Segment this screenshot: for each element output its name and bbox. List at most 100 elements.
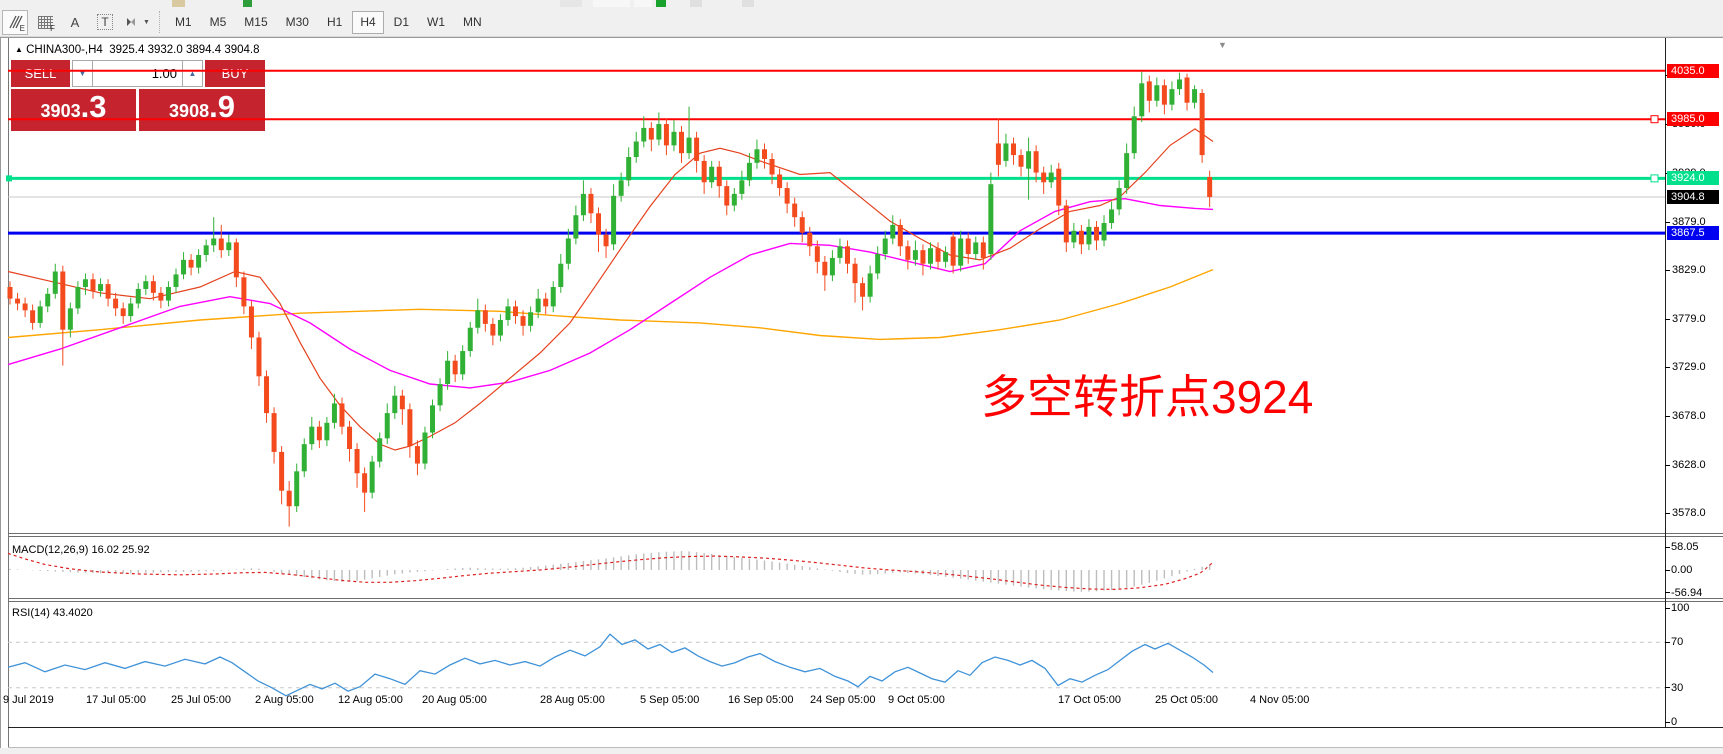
candle-body bbox=[844, 246, 850, 264]
candle-body bbox=[392, 395, 398, 414]
toolbar-fragment bbox=[690, 0, 702, 7]
grid-glyph bbox=[37, 15, 53, 29]
rsi-tick-dash bbox=[1665, 687, 1670, 689]
buy-button[interactable]: BUY bbox=[205, 60, 265, 87]
candle-body bbox=[1101, 222, 1107, 241]
candle-body bbox=[565, 238, 571, 264]
volume-decrease-button[interactable]: ▼ bbox=[72, 60, 93, 87]
timeframe-button-h1[interactable]: H1 bbox=[326, 15, 343, 29]
candle-body bbox=[150, 281, 156, 293]
price-tick-dash bbox=[1665, 270, 1670, 272]
toolbar-separator bbox=[158, 11, 160, 33]
candle-body bbox=[784, 188, 790, 204]
text-tool-label: A bbox=[70, 14, 80, 30]
chart-shift-marker-icon[interactable]: ▼ bbox=[1218, 40, 1227, 50]
volume-increase-button[interactable]: ▲ bbox=[182, 60, 203, 87]
price-tick-label: 3578.0 bbox=[1672, 507, 1706, 521]
price-badge: 4035.0 bbox=[1667, 63, 1719, 78]
timeframe-button-m15[interactable]: M15 bbox=[244, 15, 268, 29]
candle-body bbox=[165, 287, 171, 301]
collapse-triangle-icon[interactable]: ▲ bbox=[15, 45, 23, 54]
candle-body bbox=[384, 413, 390, 439]
rsi-scale-label: 70 bbox=[1671, 636, 1684, 649]
text-label-tool-icon[interactable]: T bbox=[92, 10, 118, 35]
timeframe-button-m5[interactable]: M5 bbox=[209, 15, 227, 29]
timeframe-button-m1[interactable]: M1 bbox=[174, 15, 192, 29]
candle-body bbox=[829, 257, 835, 276]
line-studies-icon[interactable]: E bbox=[2, 9, 28, 35]
text-tool-icon[interactable]: A bbox=[62, 10, 88, 35]
candle-body bbox=[867, 273, 873, 297]
timeframe-button-w1[interactable]: W1 bbox=[427, 15, 445, 29]
candle-body bbox=[279, 451, 285, 491]
price-badge: 3924.0 bbox=[1667, 171, 1719, 186]
macd-signal-line bbox=[7, 552, 1214, 591]
price-tick-dash bbox=[1665, 464, 1670, 466]
candle-body bbox=[709, 166, 715, 183]
time-axis-label: 16 Sep 05:00 bbox=[728, 694, 794, 706]
grid-icon[interactable]: F bbox=[32, 10, 58, 35]
rsi-scale-label: 100 bbox=[1671, 602, 1690, 614]
price-tick-label: 3628.0 bbox=[1672, 458, 1706, 472]
candle-body bbox=[497, 319, 503, 336]
candle-body bbox=[988, 184, 994, 255]
candle-body bbox=[1048, 172, 1054, 183]
time-axis-label: 17 Jul 05:00 bbox=[86, 694, 146, 706]
candle-body bbox=[286, 490, 292, 507]
rsi-tick-dash bbox=[1665, 607, 1670, 609]
candle-body bbox=[762, 149, 767, 159]
timeframe-button-d1[interactable]: D1 bbox=[393, 15, 409, 29]
candle-body bbox=[271, 413, 277, 452]
candle-body bbox=[45, 293, 51, 307]
candle-body bbox=[777, 174, 783, 189]
candle-body bbox=[1041, 172, 1047, 183]
candle-body bbox=[1154, 85, 1160, 101]
line-handle[interactable] bbox=[1650, 174, 1659, 183]
sell-price[interactable]: 3903.3 bbox=[11, 89, 136, 131]
candle-body bbox=[105, 284, 111, 299]
time-axis-label: 20 Aug 05:00 bbox=[422, 694, 487, 706]
candle-body bbox=[369, 461, 375, 493]
buy-price[interactable]: 3908.9 bbox=[139, 89, 265, 131]
candle-body bbox=[1056, 168, 1062, 206]
candle-body bbox=[663, 124, 669, 146]
candle-body bbox=[233, 242, 239, 278]
toolbar-fragment bbox=[172, 0, 185, 7]
candle-body bbox=[1078, 230, 1084, 245]
candle-body bbox=[362, 473, 368, 493]
price-tick-dash bbox=[1665, 318, 1670, 320]
line-handle[interactable] bbox=[1650, 115, 1659, 124]
candle-body bbox=[1033, 151, 1039, 173]
time-axis-label: 25 Jul 05:00 bbox=[171, 694, 231, 706]
candle-body bbox=[980, 242, 986, 258]
macd-tick-dash bbox=[1665, 569, 1670, 571]
candle-body bbox=[188, 259, 194, 268]
green-line-start-marker bbox=[6, 175, 12, 182]
timeframe-button-h4[interactable]: H4 bbox=[352, 10, 384, 34]
time-axis-label: 12 Aug 05:00 bbox=[338, 694, 403, 706]
price-tick-label: 3829.0 bbox=[1672, 264, 1706, 278]
rsi-scale-label: 30 bbox=[1671, 681, 1684, 694]
candle-body bbox=[648, 127, 654, 140]
candle-body bbox=[995, 143, 1001, 165]
candle-body bbox=[196, 255, 202, 268]
candle-body bbox=[309, 426, 315, 445]
sell-price-base: 3903 bbox=[40, 101, 81, 121]
timeframe-button-m30[interactable]: M30 bbox=[285, 15, 309, 29]
candle-body bbox=[226, 242, 232, 251]
timeframe-button-mn[interactable]: MN bbox=[463, 15, 482, 29]
chevron-down-icon[interactable]: ▼ bbox=[143, 18, 150, 26]
volume-input[interactable] bbox=[93, 60, 182, 87]
candle-body bbox=[1093, 226, 1099, 241]
candle-body bbox=[1139, 83, 1145, 117]
chart-annotation-text[interactable]: 多空转折点3924 bbox=[981, 371, 1314, 423]
candle-body bbox=[37, 306, 43, 323]
candle-body bbox=[596, 213, 602, 235]
candle-body bbox=[211, 238, 217, 246]
candle-body bbox=[482, 310, 488, 324]
candle-body bbox=[958, 238, 964, 266]
arrows-tool-icon[interactable]: ▼ bbox=[122, 10, 151, 35]
candle-body bbox=[603, 234, 609, 247]
candle-body bbox=[437, 384, 443, 406]
